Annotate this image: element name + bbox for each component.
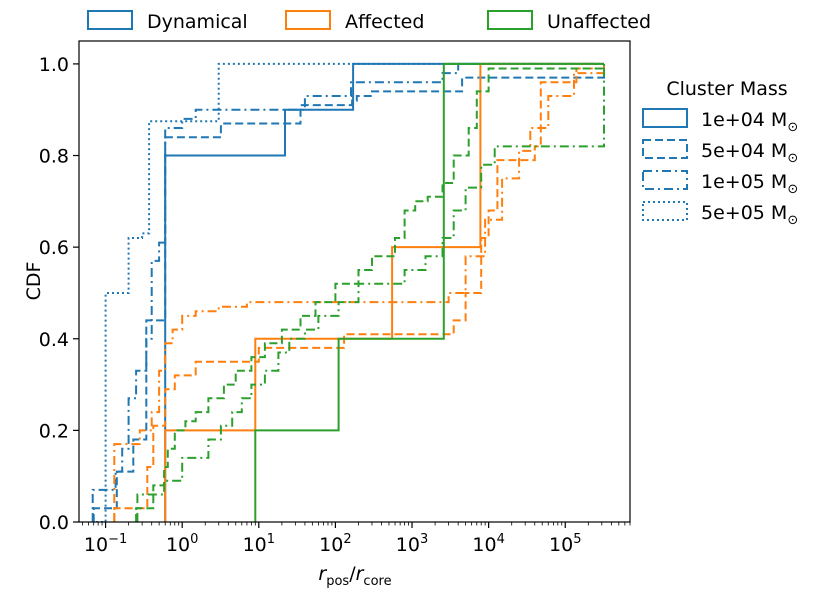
mass-legend-swatch	[642, 170, 688, 190]
series-dynamical-solid	[164, 62, 604, 522]
mass-legend-swatch	[642, 139, 688, 159]
legend-label: Unaffected	[547, 11, 651, 33]
x-label-slash: /	[349, 563, 356, 585]
x-label-numerator: r	[318, 563, 327, 585]
ticks-layer: 0.0 0.2 0.4 0.6 0.8 1.0 10−1 100 101 102 103 104 105	[39, 54, 631, 556]
series-unaffected-solid	[254, 62, 604, 522]
mass-legend-swatch	[642, 201, 688, 221]
y-tick-label: 0.6	[39, 237, 69, 259]
x-tick-label: 100	[166, 532, 198, 556]
x-tick-label: 102	[319, 532, 351, 556]
x-tick-label: 104	[472, 532, 504, 556]
series-dynamical-dotted	[96, 62, 604, 522]
y-tick-label: 0.2	[39, 420, 69, 442]
series-affected-solid	[164, 62, 604, 522]
mass-legend-label: 5e+05 M⊙	[701, 202, 798, 228]
x-label-numerator-sub: pos	[326, 574, 349, 589]
mass-legend-title: Cluster Mass	[666, 78, 787, 100]
series-dynamical-dashed	[92, 63, 605, 522]
legend-item-unaffected: Unaffected	[487, 10, 651, 33]
mass-legend-item: 5e+04 M⊙	[642, 139, 798, 166]
legend-label: Dynamical	[147, 11, 248, 33]
legend-swatch	[87, 10, 133, 30]
y-tick-label: 0.0	[39, 512, 69, 534]
series-affected-dashdot	[113, 63, 605, 522]
channel-legend: Dynamical Affected Unaffected	[87, 10, 651, 33]
series-dynamical-dashdot	[91, 62, 604, 522]
x-label-denominator: r	[356, 563, 365, 585]
legend-swatch	[285, 10, 331, 30]
mass-legend-label: 5e+04 M⊙	[701, 140, 798, 166]
mass-legend-item: 1e+05 M⊙	[642, 170, 798, 197]
series-layer	[91, 62, 605, 522]
x-tick-label: 101	[243, 532, 275, 556]
y-axis-label: CDF	[23, 262, 45, 301]
y-tick-label: 1.0	[39, 54, 69, 76]
x-label-denominator-sub: core	[363, 574, 391, 589]
x-tick-label: 105	[549, 532, 581, 556]
mass-legend-swatch	[642, 108, 688, 128]
y-tick-label: 0.8	[39, 146, 69, 168]
mass-legend-label: 1e+04 M⊙	[701, 109, 798, 135]
legend-item-affected: Affected	[285, 10, 424, 33]
legend-label: Affected	[345, 11, 424, 33]
x-axis-label: rpos/rcore	[318, 563, 391, 589]
mass-legend-item: 1e+04 M⊙	[642, 108, 798, 135]
legend-swatch	[487, 10, 533, 30]
series-unaffected-dashed	[135, 63, 605, 522]
mass-legend-label: 1e+05 M⊙	[701, 171, 798, 197]
x-tick-label: 10−1	[84, 532, 127, 556]
plot-frame	[78, 40, 631, 523]
y-tick-label: 0.4	[39, 329, 69, 351]
legend-item-dynamical: Dynamical	[87, 10, 248, 33]
x-tick-label: 103	[396, 532, 428, 556]
mass-legend: Cluster Mass 1e+04 M⊙ 5e+04 M⊙ 1e+05 M⊙ 5e+0…	[642, 78, 798, 228]
mass-legend-item: 5e+05 M⊙	[642, 201, 798, 228]
series-unaffected-dashdot	[136, 63, 605, 522]
